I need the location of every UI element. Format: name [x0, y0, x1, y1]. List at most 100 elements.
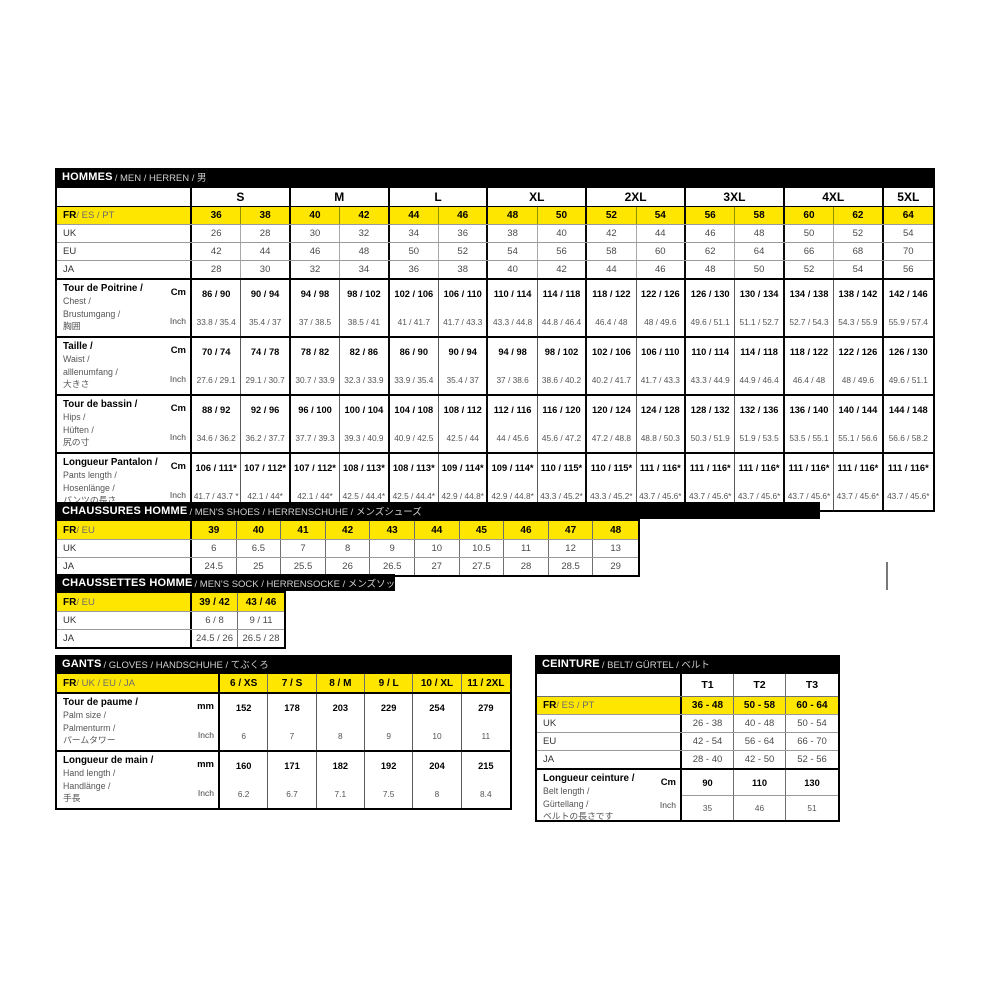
pants-cm-cell: 111 / 116* [834, 454, 884, 482]
belt-length-label-line: Belt length / [543, 786, 590, 797]
fr-label-strong: FR [63, 596, 77, 608]
size-group-row: S M L XL 2XL 3XL 4XL 5XL [57, 188, 933, 206]
waist-cm-cell: 98 / 102 [538, 338, 588, 366]
eu-size-cell: 62 [686, 243, 736, 260]
uk-size-cell: 34 [390, 225, 439, 242]
hips-cm-cell: 92 / 96 [241, 396, 291, 424]
hips-inch-cell: 51.9 / 53.5 [735, 424, 785, 452]
waist-cm-cell: 74 / 78 [241, 338, 291, 366]
hips-inch-cell: 40.9 / 42.5 [390, 424, 439, 452]
pants-inch-cell: 41.7 / 43.7 * [192, 482, 242, 510]
pants-inch-cell: 43.7 / 45.6* [834, 482, 884, 510]
waist-cm-cell: 102 / 106 [587, 338, 637, 366]
eu-size-cell: 66 [785, 243, 835, 260]
shoe-uk-cell: 7 [281, 540, 326, 557]
waist-label-line: Taille / [63, 341, 93, 352]
socks-ja-label: JA [57, 630, 192, 647]
ja-size-cell: 56 [903, 264, 914, 275]
size-group-5xl: 5XL [897, 190, 920, 204]
eu-size-cell: 46 [291, 243, 341, 260]
pants-cm-cell: 108 / 113* [390, 454, 439, 482]
ja-size-cell: 44 [587, 261, 637, 278]
waist-cm-cell: 90 / 94 [439, 338, 489, 366]
gloves-header-bar: GANTS / GLOVES / HANDSCHUHE / てぶくろ [55, 655, 512, 672]
belt-uk-cell: 26 - 38 [682, 715, 734, 732]
shoes-table: FR / EU 39 40 41 42 43 44 45 46 47 48 UK 6 6.5 7 8 9 1… [55, 519, 640, 577]
shoe-size-cell: 39 [192, 521, 237, 539]
fr-size-cell: 44 [390, 207, 439, 224]
waist-inch-cell: 30.7 / 33.9 [291, 366, 341, 394]
waist-cm-cell: 110 / 114 [686, 338, 736, 366]
fr-label-strong: FR [543, 700, 557, 711]
eu-size-cell: 58 [587, 243, 637, 260]
pants-inch-cell: 43.7 / 45.6* [735, 482, 785, 510]
belt-fr-label: FR / ES / PT [537, 697, 682, 714]
hips-label-line: Hips / [63, 412, 86, 423]
chest-inch-cell: 51.1 / 52.7 [735, 308, 785, 336]
fr-size-cell: 64 [902, 210, 914, 221]
pants-cm-cell: 106 / 111* [192, 454, 242, 482]
waist-cm-cell: 86 / 90 [390, 338, 439, 366]
belt-ja-row: JA 28 - 40 42 - 50 52 - 56 [537, 750, 838, 768]
belt-fr-cell: 36 - 48 [682, 697, 734, 714]
socks-uk-label: UK [57, 612, 192, 629]
shoe-size-cell: 43 [370, 521, 415, 539]
shoe-ja-cell: 26.5 [370, 558, 415, 575]
palm-units: mm Inch [197, 697, 218, 747]
hips-cm-cell: 128 / 132 [686, 396, 736, 424]
hips-inch-cell: 44 / 45.6 [488, 424, 538, 452]
chest-cm-cell: 134 / 138 [785, 280, 835, 308]
unit-mm: mm [197, 701, 214, 712]
chest-label-line: Chest / [63, 296, 91, 307]
waist-inch-cell: 29.1 / 30.7 [241, 366, 291, 394]
waist-inch-cell: 33.9 / 35.4 [390, 366, 439, 394]
shoe-size-cell: 44 [415, 521, 460, 539]
waist-inch-cell: 48 / 49.6 [834, 366, 884, 394]
pants-cm-cell: 107 / 112* [241, 454, 291, 482]
chest-cm-cell: 106 / 110 [439, 280, 489, 308]
chest-cm-cell: 142 / 146 [888, 289, 928, 299]
uk-size-cell: 52 [834, 225, 884, 242]
hips-inch-cell: 45.6 / 47.2 [538, 424, 588, 452]
shoe-uk-cell: 8 [326, 540, 371, 557]
hips-label-line: Hüften / [63, 424, 94, 435]
chest-inch-cell: 43.3 / 44.8 [488, 308, 538, 336]
glove-size-cell: 11 / 2XL [467, 677, 505, 689]
hommes-subtitle: / MEN / HERREN / 男 [114, 173, 207, 184]
uk-size-cell: 32 [340, 225, 390, 242]
hand-length-row: Longueur de main / Hand length / Handlänge… [57, 750, 510, 808]
glove-size-cell: 9 / L [365, 674, 414, 692]
fr-size-cell: 62 [834, 207, 884, 224]
pants-label-line: Hosenlänge / [63, 482, 115, 493]
waist-cm-cell: 82 / 86 [340, 338, 390, 366]
shoes-uk-row: UK 6 6.5 7 8 9 10 10.5 11 12 13 [57, 539, 638, 557]
size-group-3xl: 3XL [686, 188, 785, 206]
fr-label-strong: FR [63, 677, 77, 689]
waist-label-cell: Taille / Waist / alllenumfang / 大きさ Cm Inch [57, 338, 192, 394]
chest-cm-cell: 122 / 126 [637, 280, 686, 308]
waist-cm-cell: 114 / 118 [735, 338, 785, 366]
hand-mm-cell: 182 [317, 752, 365, 780]
hommes-ja-row: JA 28 30 32 34 36 38 40 42 44 46 48 50 52 54 56 [57, 260, 933, 278]
hips-inch-cell: 42.5 / 44 [439, 424, 489, 452]
hommes-fr-label: FR / ES / PT [57, 207, 192, 224]
unit-cm: Cm [170, 287, 186, 298]
socks-subtitle: / MEN'S SOCK / HERRENSOCKE / メンズソックス [194, 578, 395, 590]
belt-cm-cell: 90 [682, 770, 734, 795]
eu-size-cell: 68 [834, 243, 884, 260]
glove-size-cell: 8 / M [317, 674, 365, 692]
palm-inch-cell: 10 [413, 722, 462, 750]
sock-uk-cell: 6 / 8 [192, 612, 238, 629]
chest-cm-cell: 110 / 114 [488, 280, 538, 308]
shoe-uk-cell: 13 [610, 543, 621, 554]
belt-length-units: Cm Inch [660, 773, 680, 817]
size-group-xl: XL [488, 188, 588, 206]
eu-size-cell: 70 [903, 246, 914, 257]
chest-inch-cell: 48 / 49.6 [637, 308, 686, 336]
belt-ja-cell: 42 - 50 [734, 751, 786, 768]
shoe-size-cell: 48 [610, 524, 622, 536]
belt-cm-cell: 130 [804, 777, 820, 788]
ja-size-cell: 50 [735, 261, 785, 278]
palm-inch-cell: 9 [365, 722, 414, 750]
unit-inch: Inch [659, 800, 676, 810]
